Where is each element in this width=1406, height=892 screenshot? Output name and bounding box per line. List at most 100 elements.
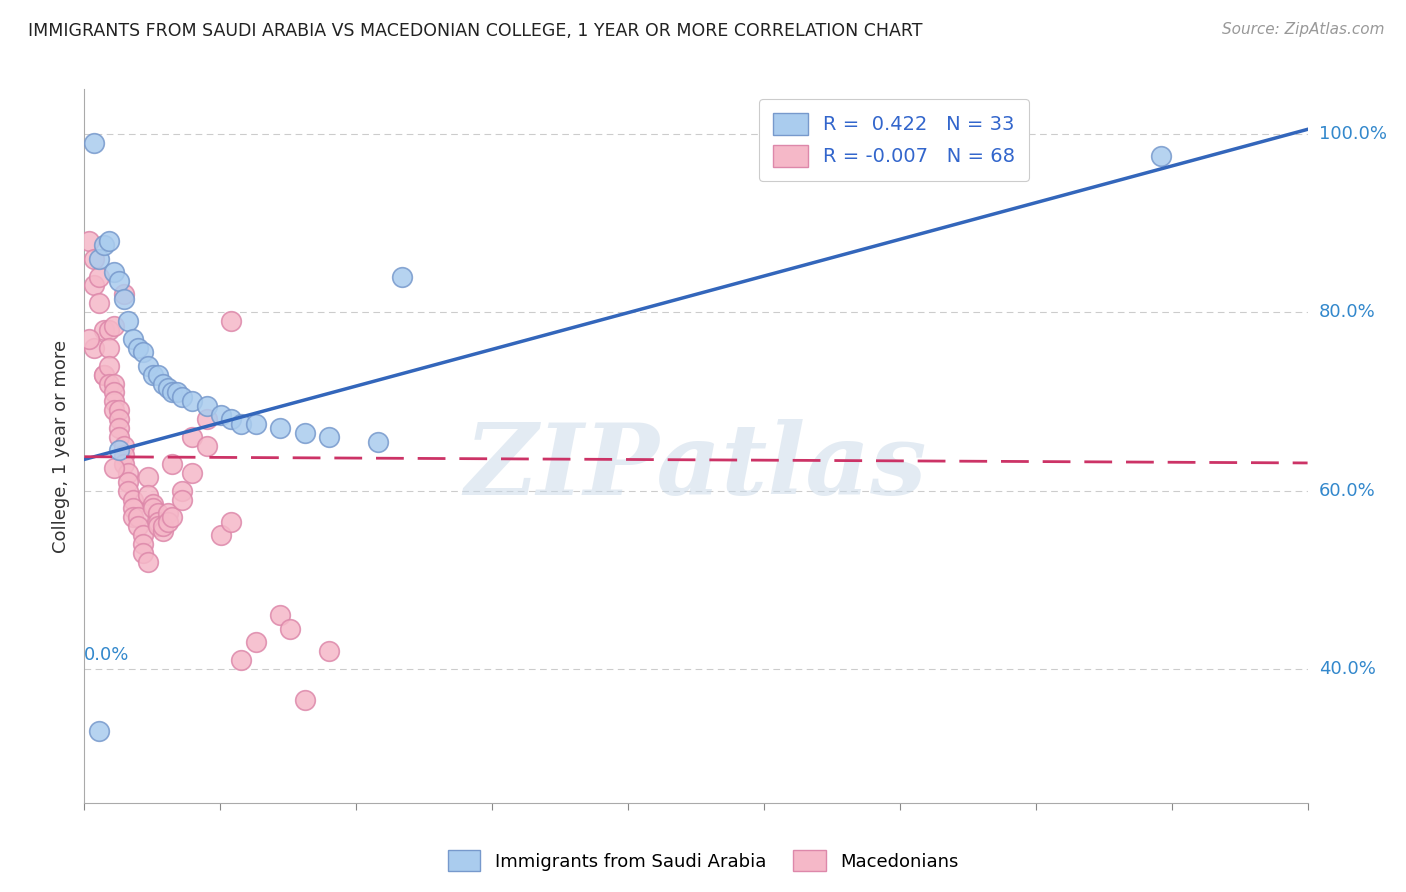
Point bbox=[117, 475, 139, 489]
Point bbox=[142, 497, 165, 511]
Text: 80.0%: 80.0% bbox=[1319, 303, 1375, 321]
Point bbox=[391, 269, 413, 284]
Point bbox=[209, 408, 232, 422]
Point bbox=[219, 314, 242, 328]
Point bbox=[103, 403, 125, 417]
Point bbox=[87, 296, 110, 310]
Point bbox=[122, 492, 145, 507]
Text: ZIPatlas: ZIPatlas bbox=[465, 419, 927, 516]
Point bbox=[97, 341, 120, 355]
Point bbox=[162, 385, 184, 400]
Point bbox=[209, 528, 232, 542]
Point bbox=[117, 483, 139, 498]
Point bbox=[83, 278, 105, 293]
Point bbox=[136, 488, 159, 502]
Point bbox=[156, 515, 179, 529]
Legend: Immigrants from Saudi Arabia, Macedonians: Immigrants from Saudi Arabia, Macedonian… bbox=[440, 843, 966, 879]
Point bbox=[93, 368, 115, 382]
Point bbox=[103, 385, 125, 400]
Point bbox=[97, 323, 120, 337]
Point bbox=[103, 461, 125, 475]
Point bbox=[195, 399, 218, 413]
Point bbox=[142, 501, 165, 516]
Point bbox=[117, 314, 139, 328]
Point bbox=[166, 385, 188, 400]
Point bbox=[77, 332, 100, 346]
Legend: R =  0.422   N = 33, R = -0.007   N = 68: R = 0.422 N = 33, R = -0.007 N = 68 bbox=[759, 99, 1029, 181]
Point bbox=[97, 376, 120, 391]
Point bbox=[87, 252, 110, 266]
Point bbox=[122, 332, 145, 346]
Point bbox=[93, 323, 115, 337]
Point bbox=[107, 403, 129, 417]
Point bbox=[107, 430, 129, 444]
Point bbox=[83, 252, 105, 266]
Point bbox=[367, 434, 389, 449]
Point bbox=[146, 506, 169, 520]
Point bbox=[136, 555, 159, 569]
Point bbox=[83, 136, 105, 150]
Point bbox=[229, 417, 252, 431]
Point bbox=[136, 359, 159, 373]
Point bbox=[112, 287, 135, 301]
Point bbox=[107, 421, 129, 435]
Point bbox=[93, 238, 115, 252]
Point bbox=[294, 693, 316, 707]
Point bbox=[172, 483, 194, 498]
Point bbox=[229, 653, 252, 667]
Text: 0.0%: 0.0% bbox=[84, 646, 129, 664]
Point bbox=[87, 724, 110, 739]
Point bbox=[152, 376, 174, 391]
Point bbox=[245, 635, 267, 649]
Point bbox=[172, 492, 194, 507]
Point bbox=[195, 412, 218, 426]
Point bbox=[107, 443, 129, 458]
Point bbox=[122, 510, 145, 524]
Point bbox=[152, 524, 174, 538]
Point bbox=[132, 528, 155, 542]
Point bbox=[318, 430, 340, 444]
Y-axis label: College, 1 year or more: College, 1 year or more bbox=[52, 340, 70, 552]
Point bbox=[127, 341, 149, 355]
Point bbox=[136, 470, 159, 484]
Point bbox=[318, 644, 340, 658]
Point bbox=[162, 510, 184, 524]
Point bbox=[152, 519, 174, 533]
Point bbox=[269, 421, 291, 435]
Point bbox=[142, 368, 165, 382]
Point bbox=[112, 439, 135, 453]
Point bbox=[87, 269, 110, 284]
Point bbox=[122, 501, 145, 516]
Text: Source: ZipAtlas.com: Source: ZipAtlas.com bbox=[1222, 22, 1385, 37]
Point bbox=[162, 457, 184, 471]
Point bbox=[112, 448, 135, 462]
Point bbox=[269, 608, 291, 623]
Point bbox=[278, 622, 301, 636]
Point bbox=[181, 430, 204, 444]
Point bbox=[107, 274, 129, 288]
Text: IMMIGRANTS FROM SAUDI ARABIA VS MACEDONIAN COLLEGE, 1 YEAR OR MORE CORRELATION C: IMMIGRANTS FROM SAUDI ARABIA VS MACEDONI… bbox=[28, 22, 922, 40]
Text: 60.0%: 60.0% bbox=[1319, 482, 1375, 500]
Point bbox=[1150, 149, 1173, 163]
Point bbox=[146, 368, 169, 382]
Point bbox=[219, 412, 242, 426]
Point bbox=[97, 359, 120, 373]
Point bbox=[103, 376, 125, 391]
Point bbox=[77, 234, 100, 248]
Point bbox=[103, 265, 125, 279]
Point bbox=[181, 466, 204, 480]
Text: 40.0%: 40.0% bbox=[1319, 660, 1375, 678]
Point bbox=[112, 457, 135, 471]
Point bbox=[156, 381, 179, 395]
Point bbox=[132, 537, 155, 551]
Point bbox=[97, 234, 120, 248]
Text: 100.0%: 100.0% bbox=[1319, 125, 1386, 143]
Point bbox=[132, 345, 155, 359]
Point bbox=[146, 519, 169, 533]
Point bbox=[112, 292, 135, 306]
Point bbox=[294, 425, 316, 440]
Point bbox=[195, 439, 218, 453]
Point bbox=[181, 394, 204, 409]
Point bbox=[107, 412, 129, 426]
Point bbox=[103, 394, 125, 409]
